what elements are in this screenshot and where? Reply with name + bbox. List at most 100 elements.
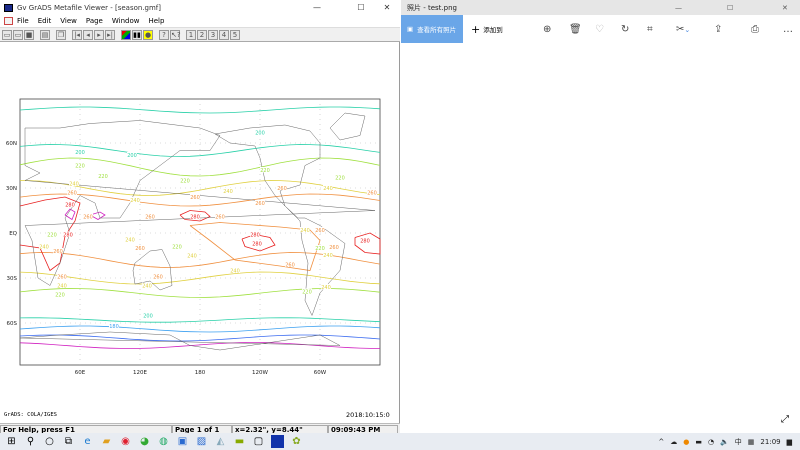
search-icon[interactable]: ⚲ — [26, 436, 35, 447]
contour-220 — [19, 288, 381, 298]
wechat-icon[interactable]: ◕ — [140, 436, 149, 447]
contour-260 — [19, 193, 381, 207]
contour-label-bg — [255, 129, 265, 135]
color-icon[interactable] — [121, 29, 131, 40]
notification-icon[interactable]: ▆ — [786, 437, 792, 446]
menu-page[interactable]: Page — [85, 17, 103, 25]
contour-label-bg — [172, 243, 182, 249]
contour-label: 260 — [367, 191, 377, 197]
coastline — [19, 331, 341, 365]
contour-label: 260 — [277, 186, 287, 192]
close-button[interactable]: ✕ — [782, 3, 788, 12]
background-icon[interactable]: ● — [143, 29, 153, 40]
minimize-button[interactable]: — — [313, 3, 321, 12]
print-icon[interactable]: ▤ — [40, 29, 50, 40]
last-page-icon[interactable]: ▸| — [105, 29, 115, 40]
grads-icon[interactable] — [271, 435, 284, 448]
contour-map: 60E 120E 180 120W 60W 60N 30N EQ 30S 60S 200 200 200… — [6, 98, 381, 376]
chevron-up-icon[interactable]: ^ — [658, 437, 665, 446]
save-icon[interactable]: ■ — [24, 29, 34, 40]
minimize-button[interactable]: — — [675, 3, 682, 12]
crop-icon[interactable]: ⌗ — [647, 24, 653, 35]
contour-200 — [19, 106, 381, 114]
edit-icon[interactable]: ✂⌄ — [676, 24, 691, 35]
volume-icon[interactable]: 🔈 — [720, 437, 729, 446]
file-explorer-icon[interactable]: ▰ — [102, 436, 111, 447]
photos-icon[interactable]: ▨ — [196, 436, 207, 447]
qq-icon[interactable]: ● — [683, 437, 690, 446]
photos-title-bar: 照片 - test.png — ☐ ✕ — [401, 0, 800, 15]
fullscreen-icon[interactable]: ⤢ — [781, 414, 789, 425]
app-leaf-icon[interactable]: ✿ — [292, 436, 301, 447]
lat-tick-label: EQ — [9, 231, 17, 237]
contour-label-bg — [98, 173, 108, 179]
favorite-icon[interactable]: ♡ — [595, 24, 604, 35]
cortana-icon[interactable]: ○ — [45, 436, 54, 447]
page-button-1[interactable]: 1 — [186, 29, 196, 40]
view-all-label: 查看所有照片 — [417, 26, 457, 34]
maximize-button[interactable]: ☐ — [727, 3, 734, 12]
app-red-icon[interactable]: ◉ — [121, 436, 130, 447]
menu-file[interactable]: File — [17, 17, 29, 25]
app-cloud-icon[interactable]: ◭ — [216, 436, 225, 447]
app-green-icon[interactable]: ▬ — [234, 436, 245, 447]
open-icon[interactable]: ▭ — [2, 29, 12, 40]
ime-indicator[interactable]: 中 — [734, 437, 742, 446]
contour-label-bg — [190, 213, 200, 219]
contour-label-bg — [55, 291, 65, 297]
lat-tick-label: 60S — [7, 321, 18, 327]
keyboard-icon[interactable]: ▦ — [747, 437, 755, 446]
menu-help[interactable]: Help — [148, 17, 165, 25]
menu-edit[interactable]: Edit — [37, 17, 52, 25]
battery-icon[interactable]: ▬ — [695, 437, 702, 446]
contour-260 — [189, 222, 321, 271]
view-all-photos-button[interactable]: ▣ 查看所有照片 — [401, 15, 463, 43]
folder-icon[interactable]: ▭ — [13, 29, 23, 40]
prev-page-icon[interactable]: ◂ — [83, 29, 93, 40]
network-icon[interactable]: ◔ — [707, 437, 715, 446]
clock[interactable]: 21:09 — [760, 437, 781, 446]
next-page-icon[interactable]: ▸ — [94, 29, 104, 40]
print-icon[interactable]: ⎙ — [751, 24, 759, 35]
contour-300 — [19, 342, 381, 349]
about-icon[interactable]: ? — [159, 29, 169, 40]
more-icon[interactable]: … — [783, 24, 793, 35]
app-globe-icon[interactable]: ◍ — [159, 436, 168, 447]
edge-icon[interactable]: e — [84, 436, 91, 447]
onedrive-icon[interactable]: ☁ — [670, 437, 678, 446]
zoom-icon[interactable]: ⊕ — [543, 24, 552, 35]
first-page-icon[interactable]: |◂ — [72, 29, 82, 40]
task-view-icon[interactable]: ⧉ — [64, 436, 73, 447]
contour-label-bg — [39, 243, 49, 249]
page-button-4[interactable]: 4 — [219, 29, 229, 40]
share-icon[interactable]: ⇪ — [714, 24, 723, 35]
notepad-icon[interactable]: ▢ — [253, 436, 264, 447]
context-help-icon[interactable]: ↖? — [170, 29, 181, 40]
add-to-button[interactable]: + 添加到 — [471, 23, 503, 36]
contour-label-bg — [223, 188, 233, 194]
contour-300 — [64, 208, 76, 221]
page-button-2[interactable]: 2 — [197, 29, 207, 40]
contour-label-bg — [57, 282, 67, 288]
contour-label-bg — [83, 213, 93, 219]
maximize-button[interactable]: ☐ — [357, 3, 365, 12]
contour-label-bg — [367, 189, 377, 195]
image-icon: ▣ — [407, 25, 414, 33]
close-button[interactable]: ✕ — [383, 3, 391, 12]
rotate-icon[interactable]: ↻ — [621, 24, 630, 35]
contour-label-bg — [315, 227, 325, 233]
copy-icon[interactable]: ❐ — [56, 29, 66, 40]
menu-view[interactable]: View — [60, 17, 77, 25]
delete-icon[interactable]: 🗑 — [569, 24, 582, 35]
document-icon[interactable] — [4, 17, 13, 25]
black-white-icon[interactable]: ▮▮ — [132, 29, 142, 40]
menu-window[interactable]: Window — [111, 17, 140, 25]
page-button-5[interactable]: 5 — [230, 29, 240, 40]
start-icon[interactable]: ⊞ — [7, 436, 16, 447]
page-button-3[interactable]: 3 — [208, 29, 218, 40]
contour-label-bg — [329, 244, 339, 250]
contour-label-bg — [323, 185, 333, 191]
app-window-icon[interactable]: ▣ — [177, 436, 188, 447]
contour-label: 220 — [180, 179, 190, 185]
contour-label-bg — [57, 273, 67, 279]
